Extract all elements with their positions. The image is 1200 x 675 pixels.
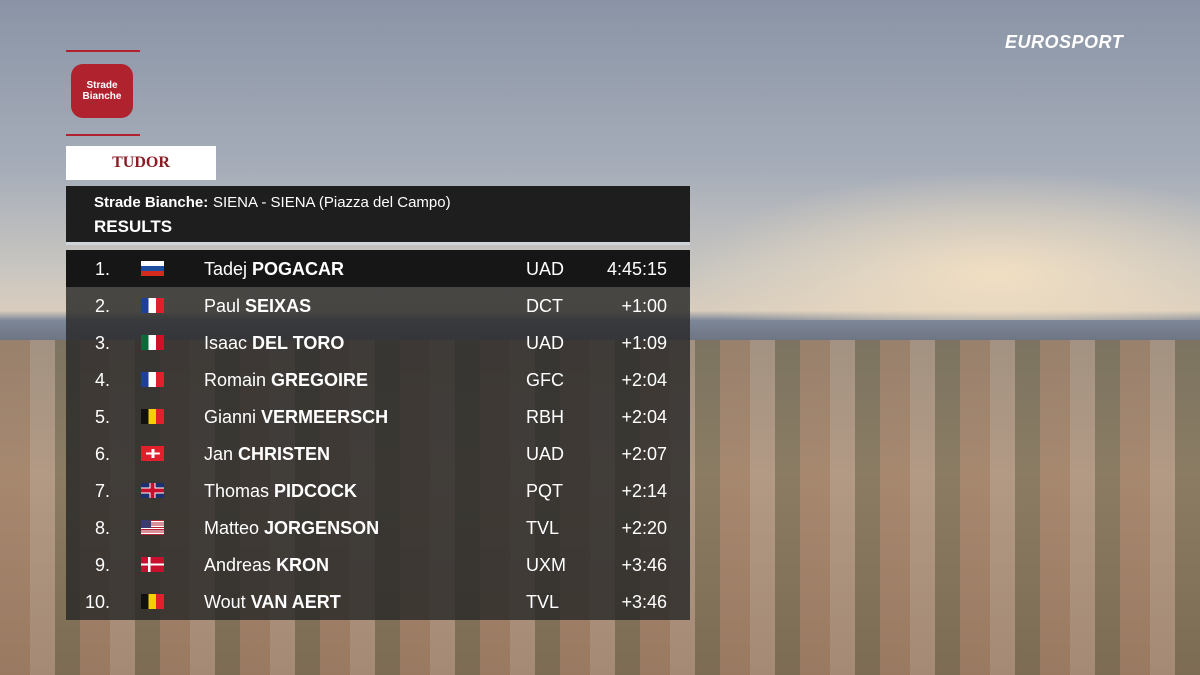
team: TVL (526, 518, 560, 538)
first-name: Tadej (204, 259, 248, 279)
result-row: 3. Isaac DEL TORO UAD +1:09 (66, 324, 690, 361)
last-name: GREGOIRE (271, 370, 369, 390)
last-name: CHRISTEN (238, 444, 331, 464)
last-name: VERMEERSCH (261, 407, 389, 427)
country-flag (141, 261, 164, 276)
result-row: 4. Romain GREGOIRE GFC +2:04 (66, 361, 690, 398)
position: 2. (94, 296, 110, 316)
first-name: Isaac (204, 333, 248, 353)
position: 5. (94, 407, 110, 427)
first-name: Gianni (204, 407, 257, 427)
rider-name: Paul SEIXAS (204, 296, 311, 317)
team: UAD (526, 259, 565, 279)
result-row: 10. Wout VAN AERT TVL +3:46 (66, 583, 690, 620)
country-flag (141, 446, 164, 461)
last-name: KRON (276, 555, 330, 575)
team: UAD (526, 333, 565, 353)
first-name: Matteo (204, 518, 260, 538)
last-name: SEIXAS (245, 296, 312, 316)
result-row: 6. Jan CHRISTEN UAD +2:07 (66, 435, 690, 472)
country-flag (141, 594, 164, 609)
last-name: VAN AERT (250, 592, 341, 612)
result-row: 5. Gianni VERMEERSCH RBH +2:04 (66, 398, 690, 435)
time: +1:09 (621, 333, 667, 353)
last-name: PIDCOCK (274, 481, 358, 501)
rider-name: Gianni VERMEERSCH (204, 407, 388, 428)
result-row: 1. Tadej POGACAR UAD 4:45:15 (66, 250, 690, 287)
time: +2:04 (621, 370, 667, 390)
position: 4. (94, 370, 110, 390)
position: 1. (94, 259, 110, 279)
results-title: RESULTS (94, 217, 173, 236)
time: +2:20 (621, 518, 667, 538)
team: DCT (526, 296, 563, 316)
team: UAD (526, 444, 565, 464)
team: UXM (526, 555, 566, 575)
country-flag (141, 483, 164, 498)
event-logo: Strade Bianche (66, 50, 140, 136)
rider-name: Thomas PIDCOCK (204, 481, 357, 502)
event-logo-badge: Strade Bianche (71, 64, 133, 118)
time: +1:00 (621, 296, 667, 316)
last-name: JORGENSON (264, 518, 380, 538)
result-row: 8. Matteo JORGENSON TVL +2:20 (66, 509, 690, 546)
position: 8. (94, 518, 110, 538)
time: 4:45:15 (606, 259, 667, 279)
first-name: Paul (204, 296, 241, 316)
last-name: POGACAR (252, 259, 345, 279)
time: +2:07 (621, 444, 667, 464)
time: +3:46 (621, 592, 667, 612)
rider-name: Isaac DEL TORO (204, 333, 344, 354)
team: GFC (526, 370, 564, 390)
rider-name: Wout VAN AERT (204, 592, 341, 613)
race-route: SIENA - SIENA (Piazza del Campo) (213, 194, 451, 211)
team: TVL (526, 592, 560, 612)
position: 7. (94, 481, 110, 501)
time: +2:14 (621, 481, 667, 501)
position: 10. (84, 592, 110, 612)
rider-name: Romain GREGOIRE (204, 370, 368, 391)
rider-name: Andreas KRON (204, 555, 329, 576)
result-row: 7. Thomas PIDCOCK PQT +2:14 (66, 472, 690, 509)
result-row: 9. Andreas KRON UXM +3:46 (66, 546, 690, 583)
position: 6. (94, 444, 110, 464)
position: 9. (94, 555, 110, 575)
country-flag (141, 298, 164, 313)
last-name: DEL TORO (252, 333, 345, 353)
first-name: Andreas (204, 555, 272, 575)
country-flag (141, 372, 164, 387)
rider-name: Jan CHRISTEN (204, 444, 330, 465)
rider-name: Matteo JORGENSON (204, 518, 379, 539)
country-flag (141, 520, 164, 535)
country-flag (141, 335, 164, 350)
first-name: Jan (204, 444, 234, 464)
results-header: Strade Bianche: SIENA - SIENA (Piazza de… (66, 186, 690, 245)
first-name: Wout (204, 592, 246, 612)
country-flag (141, 557, 164, 572)
time: +3:46 (621, 555, 667, 575)
team: RBH (526, 407, 565, 427)
race-name: Strade Bianche: (94, 194, 209, 211)
broadcaster-logo: EUROSPORT (1005, 32, 1124, 52)
sky-glow (690, 170, 1200, 320)
first-name: Romain (204, 370, 267, 390)
team: PQT (526, 481, 564, 501)
first-name: Thomas (204, 481, 270, 501)
result-row: 2. Paul SEIXAS DCT +1:00 (66, 287, 690, 324)
sponsor-logo: TUDOR (66, 146, 216, 180)
time: +2:04 (621, 407, 667, 427)
country-flag (141, 409, 164, 424)
rider-name: Tadej POGACAR (204, 259, 344, 280)
position: 3. (94, 333, 110, 353)
